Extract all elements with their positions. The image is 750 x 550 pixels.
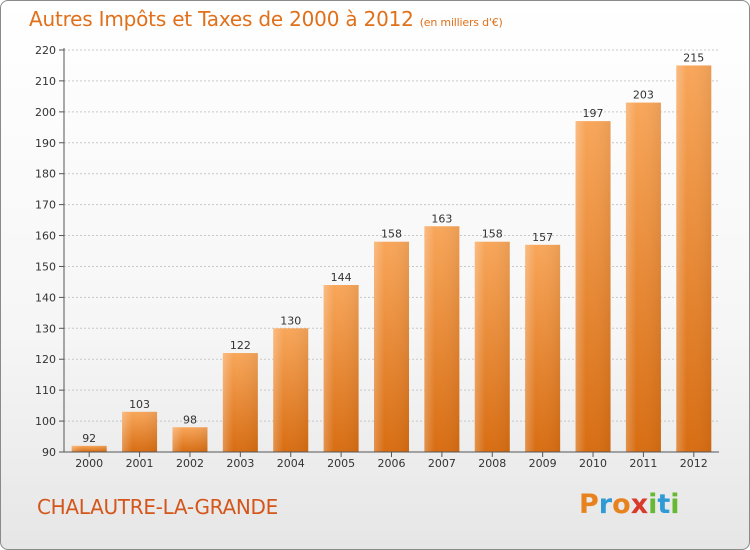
logo-letter: i	[648, 489, 658, 520]
y-tick-label: 120	[35, 353, 56, 366]
data-label: 203	[633, 89, 654, 102]
chart-title: Autres Impôts et Taxes de 2000 à 2012 (en…	[29, 7, 503, 31]
y-tick-label: 150	[35, 260, 56, 273]
data-label: 215	[683, 51, 704, 64]
y-tick-label: 190	[35, 137, 56, 150]
x-tick-label: 2002	[176, 457, 204, 470]
y-tick-label: 160	[35, 230, 56, 243]
y-tick-label: 210	[35, 75, 56, 88]
x-tick-label: 2004	[277, 457, 305, 470]
y-tick-label: 140	[35, 291, 56, 304]
bar-shade-2009	[525, 244, 561, 452]
data-label: 92	[82, 432, 96, 445]
data-label: 197	[583, 107, 604, 120]
data-label: 98	[183, 413, 197, 426]
bar-shade-2000	[71, 445, 107, 452]
bar-shade-2008	[474, 241, 510, 452]
logo-letter: P	[579, 489, 599, 520]
x-tick-label: 2006	[378, 457, 406, 470]
commune-name: CHALAUTRE-LA-GRANDE	[37, 495, 278, 519]
logo-letter: t	[657, 489, 671, 520]
x-tick-label: 2008	[478, 457, 506, 470]
y-tick-label: 220	[35, 44, 56, 57]
bar-shade-2011	[625, 102, 661, 453]
data-label: 103	[129, 398, 150, 411]
bar-shade-2007	[424, 226, 460, 452]
y-tick-label: 100	[35, 415, 56, 428]
data-label: 122	[230, 339, 251, 352]
y-tick-label: 110	[35, 384, 56, 397]
bar-shade-2003	[222, 353, 258, 452]
bar-shade-2010	[575, 121, 611, 452]
logo-letter: i	[670, 489, 680, 520]
x-tick-label: 2010	[579, 457, 607, 470]
chart-unit: (en milliers d'€)	[419, 16, 503, 29]
bar-shade-2006	[374, 241, 409, 452]
y-tick-label: 130	[35, 322, 56, 335]
bar-shade-2012	[676, 65, 712, 452]
y-tick-label: 90	[42, 446, 56, 459]
y-tick-label: 170	[35, 199, 56, 212]
bar-shade-2004	[273, 328, 309, 452]
x-tick-label: 2011	[629, 457, 657, 470]
logo-letter: o	[612, 489, 631, 520]
y-tick-label: 180	[35, 168, 56, 181]
axis-layer: 90 100 110 120 130 140 150 160 170 180 190 200 210 22…	[35, 44, 719, 470]
data-label: 158	[482, 228, 503, 241]
x-tick-label: 2005	[327, 457, 355, 470]
data-label: 157	[532, 231, 553, 244]
data-label: 158	[381, 228, 402, 241]
data-label: 163	[431, 212, 452, 225]
proxiti-logo: Proxiti	[579, 489, 680, 520]
chart-title-text: Autres Impôts et Taxes de 2000 à 2012	[29, 7, 414, 31]
x-tick-label: 2001	[126, 457, 154, 470]
bar-shade-2005	[323, 285, 359, 452]
x-tick-label: 2012	[680, 457, 708, 470]
data-label: 144	[331, 271, 352, 284]
x-tick-label: 2000	[75, 457, 103, 470]
y-tick-label: 200	[35, 106, 56, 119]
x-tick-label: 2007	[428, 457, 456, 470]
bar-layer: 92 103 98 122 130 144 158 163 158 157 197 203 215	[71, 51, 712, 453]
bar-shade-2002	[172, 427, 208, 452]
data-label: 130	[280, 314, 301, 327]
x-tick-label: 2009	[529, 457, 557, 470]
logo-letter: x	[630, 489, 649, 520]
bar-shade-2001	[122, 411, 158, 452]
x-tick-label: 2003	[226, 457, 254, 470]
logo-letter: r	[598, 489, 613, 520]
